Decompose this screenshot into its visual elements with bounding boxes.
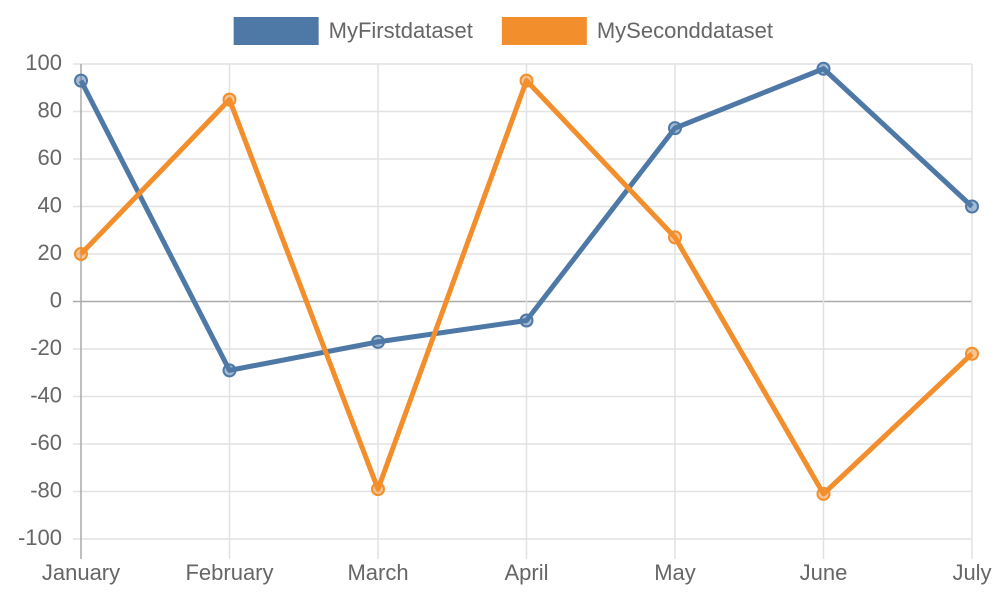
x-tick-label: June (800, 560, 848, 585)
legend-label[interactable]: MySeconddataset (597, 18, 773, 43)
data-point (668, 121, 682, 136)
data-point (668, 230, 682, 245)
y-tick-label: -40 (30, 382, 62, 407)
y-tick-label: -60 (30, 430, 62, 455)
data-point (222, 92, 237, 107)
data-point (965, 346, 979, 361)
legend-swatch[interactable] (501, 17, 587, 45)
data-point (74, 73, 88, 88)
data-point (816, 486, 831, 501)
x-tick-label: July (952, 560, 991, 585)
data-point (519, 313, 534, 328)
x-tick-label: February (185, 560, 273, 585)
y-tick-label: 100 (25, 50, 62, 75)
x-tick-label: April (504, 560, 548, 585)
x-tick-label: January (42, 560, 120, 585)
y-tick-label: 0 (50, 287, 62, 312)
y-tick-label: 60 (38, 145, 62, 170)
legend-label[interactable]: MyFirstdataset (329, 18, 473, 43)
data-point (519, 73, 534, 88)
y-tick-label: -80 (30, 477, 62, 502)
data-point (222, 363, 237, 378)
y-tick-label: 80 (38, 97, 62, 122)
y-tick-label: -100 (18, 525, 62, 550)
data-point (74, 247, 88, 261)
y-tick-label: 40 (38, 192, 62, 217)
data-point (816, 61, 831, 76)
data-point (371, 482, 385, 497)
legend-swatch[interactable] (233, 17, 319, 45)
data-point (371, 334, 385, 349)
y-tick-label: 20 (38, 240, 62, 265)
data-point (965, 199, 979, 214)
x-tick-label: March (347, 560, 408, 585)
y-tick-label: -20 (30, 335, 62, 360)
x-tick-label: May (654, 560, 696, 585)
